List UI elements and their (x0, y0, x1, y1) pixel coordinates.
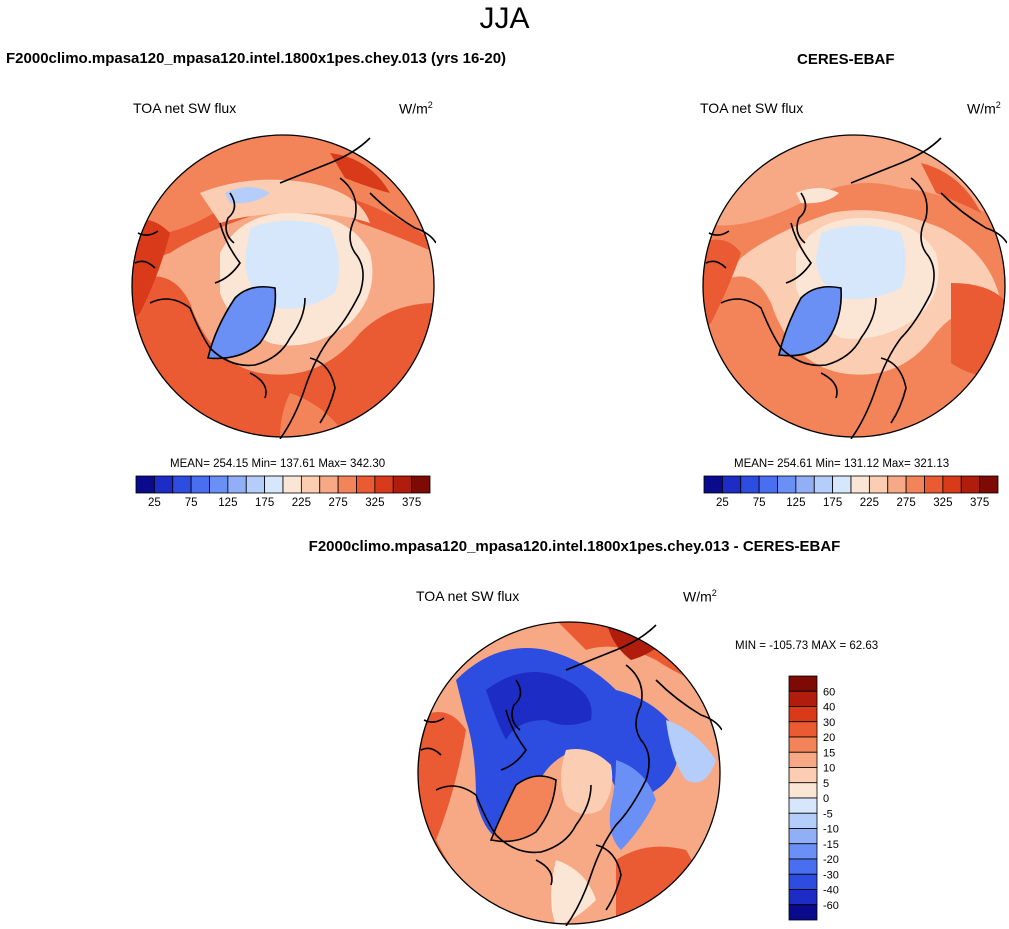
obs-colorbar-swatch (942, 475, 962, 494)
diff-colorbar-tick-label: 15 (823, 747, 835, 759)
diff-colorbar-swatch (788, 675, 818, 692)
diff-colorbar-tick-label: 0 (823, 793, 829, 805)
diff-colorbar-swatch (788, 858, 818, 875)
obs-colorbar-swatch (905, 475, 925, 494)
model-colorbar-swatch (282, 475, 302, 494)
diff-colorbar-tick-label: -30 (823, 869, 839, 881)
obs-colorbar-swatch (740, 475, 760, 494)
diff-colorbar-swatch (788, 690, 818, 707)
obs-colorbar-tick-label: 125 (786, 497, 805, 509)
diff-colorbar-tick-label: -40 (823, 885, 839, 897)
diff-panel-title: F2000climo.mpasa120_mpasa120.intel.1800x… (308, 538, 841, 555)
model-colorbar-tick-label: 225 (292, 497, 311, 509)
model-map (131, 134, 436, 439)
diff-colorbar-swatch (788, 706, 818, 723)
obs-colorbar-swatch (960, 475, 981, 494)
diff-map (417, 621, 722, 926)
obs-colorbar-swatch (777, 475, 797, 494)
diff-colorbar-tick-label: -5 (823, 808, 833, 820)
model-colorbar-swatch (300, 475, 321, 494)
diff-colorbar-swatch (788, 889, 818, 906)
diff-colorbar-swatch (788, 843, 818, 860)
obs-colorbar-tick-label: 25 (716, 497, 729, 509)
obs-colorbar-swatch (979, 475, 999, 494)
obs-panel-title: CERES-EBAF (797, 51, 895, 68)
model-field-label: TOA net SW flux (133, 100, 237, 116)
diff-colorbar-tick-label: 30 (823, 717, 835, 729)
model-colorbar-swatch (190, 475, 210, 494)
obs-field-label: TOA net SW flux (700, 100, 804, 116)
model-colorbar-swatch (411, 475, 431, 494)
diff-colorbar-tick-label: -20 (823, 854, 839, 866)
obs-colorbar-swatch (721, 475, 742, 494)
obs-colorbar-swatch (887, 475, 907, 494)
obs-colorbar-swatch (850, 475, 870, 494)
figure-title: JJA (479, 2, 530, 35)
obs-colorbar-swatch (813, 475, 834, 494)
model-colorbar-tick-label: 375 (402, 497, 421, 509)
diff-colorbar-swatch (788, 904, 818, 921)
diff-colorbar-tick-label: -15 (823, 839, 839, 851)
diff-colorbar-tick-label: 20 (823, 732, 835, 744)
obs-colorbar: 25 75 125 175 225 275 325 375 (703, 475, 999, 509)
diff-colorbar-tick-label: 5 (823, 778, 829, 790)
obs-stats: MEAN= 254.61 Min= 131.12 Max= 321.13 (734, 458, 950, 470)
model-colorbar-tick-label: 75 (185, 497, 198, 509)
model-colorbar-swatch (374, 475, 394, 494)
obs-colorbar-tick-label: 225 (860, 497, 879, 509)
model-colorbar: 25 75 125 175 225 275 325 375 (135, 475, 431, 509)
model-colorbar-tick-label: 25 (148, 497, 161, 509)
model-colorbar-swatch (227, 475, 247, 494)
diff-colorbar-tick-label: 40 (823, 702, 835, 714)
diff-colorbar-swatch (788, 736, 818, 753)
obs-colorbar-swatch (703, 475, 723, 494)
model-colorbar-swatch (264, 475, 284, 494)
obs-colorbar-swatch (868, 475, 889, 494)
diff-colorbar-swatch (788, 797, 818, 814)
diff-colorbar-tick-label: 10 (823, 763, 835, 775)
model-colorbar-swatch (172, 475, 192, 494)
model-colorbar-tick-label: 275 (329, 497, 348, 509)
diff-colorbar: 60 40 30 20 15 10 5 0 -5 -10 -15 -20 -30 -40 -60 (788, 675, 839, 921)
model-colorbar-tick-label: 325 (365, 497, 384, 509)
obs-colorbar-tick-label: 325 (933, 497, 952, 509)
diff-colorbar-swatch (788, 782, 818, 799)
diff-colorbar-tick-label: 60 (823, 686, 835, 698)
obs-units: W/m2 (967, 100, 1001, 117)
model-colorbar-swatch (319, 475, 339, 494)
diff-colorbar-swatch (788, 721, 818, 738)
model-colorbar-tick-label: 125 (218, 497, 237, 509)
model-colorbar-swatch (135, 475, 155, 494)
diff-colorbar-swatch (788, 828, 818, 845)
diff-stats: MIN = -105.73 MAX = 62.63 (735, 640, 879, 652)
model-stats: MEAN= 254.15 Min= 137.61 Max= 342.30 (170, 458, 386, 470)
obs-colorbar-swatch (924, 475, 944, 494)
diff-colorbar-swatch (788, 751, 818, 768)
model-colorbar-swatch (153, 475, 174, 494)
model-colorbar-swatch (245, 475, 266, 494)
obs-colorbar-tick-label: 75 (753, 497, 766, 509)
obs-colorbar-tick-label: 275 (897, 497, 916, 509)
diff-colorbar-tick-label: -60 (823, 900, 839, 912)
diff-colorbar-swatch (788, 812, 818, 829)
diff-colorbar-tick-label: -10 (823, 824, 839, 836)
obs-colorbar-tick-label: 375 (970, 497, 989, 509)
model-colorbar-swatch (356, 475, 376, 494)
model-panel-title: F2000climo.mpasa120_mpasa120.intel.1800x… (6, 50, 507, 67)
diff-units: W/m2 (683, 588, 717, 605)
model-colorbar-swatch (392, 475, 413, 494)
diff-colorbar-swatch (788, 767, 818, 784)
obs-colorbar-swatch (758, 475, 778, 494)
obs-colorbar-swatch (832, 475, 852, 494)
model-colorbar-tick-label: 175 (255, 497, 274, 509)
obs-colorbar-tick-label: 175 (823, 497, 842, 509)
model-colorbar-swatch (209, 475, 229, 494)
obs-colorbar-swatch (795, 475, 815, 494)
diff-field-label: TOA net SW flux (416, 588, 520, 604)
obs-map (702, 134, 1007, 439)
model-colorbar-swatch (337, 475, 357, 494)
diff-colorbar-swatch (788, 873, 818, 890)
model-units: W/m2 (399, 100, 433, 117)
